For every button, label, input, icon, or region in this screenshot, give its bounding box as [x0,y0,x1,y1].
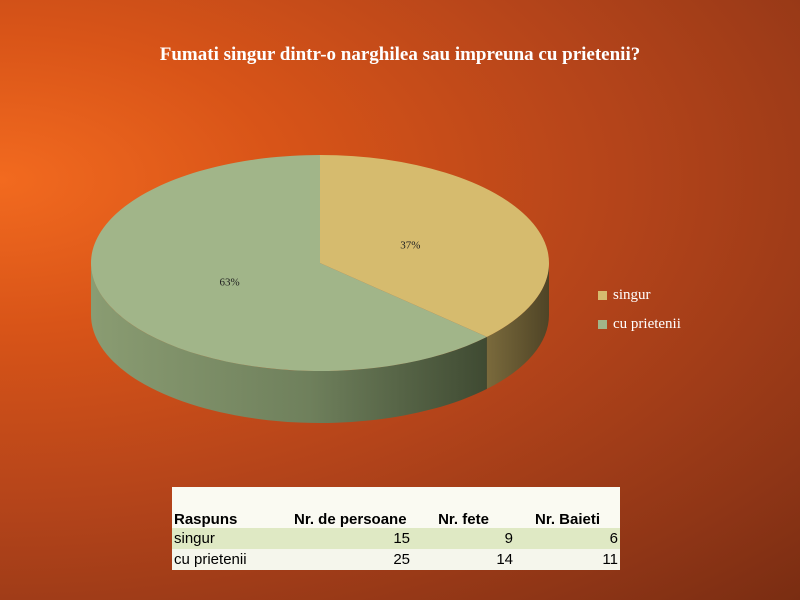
data-table: Raspuns Nr. de persoane Nr. fete Nr. Bai… [172,487,620,570]
header-nr-baieti: Nr. Baieti [515,487,620,528]
chart-title: Fumati singur dintr-o narghilea sau impr… [159,44,641,65]
legend-swatch-cu-prietenii [598,320,607,329]
pie-labels: 37% 63% [220,240,421,289]
cell-persons: 25 [292,549,412,570]
table-row: cu prietenii 25 14 11 [172,549,620,570]
legend-label-cu-prietenii: cu prietenii [613,316,681,332]
pie-slice-singur [320,155,550,337]
pie-data-label-singur: 37% [400,240,420,252]
legend-swatch-singur [598,291,607,300]
cell-label: cu prietenii [172,549,292,570]
pie-top [90,155,550,371]
cell-boys: 6 [515,528,620,549]
legend-item-cu-prietenii: cu prietenii [598,310,681,339]
cell-label: singur [172,528,292,549]
cell-boys: 11 [515,549,620,570]
pie-side-singur [486,263,549,389]
pie-data-label-cu-prietenii: 63% [220,276,240,288]
legend-label-singur: singur [613,287,651,303]
cell-girls: 9 [412,528,515,549]
table-header-row: Raspuns Nr. de persoane Nr. fete Nr. Bai… [172,487,620,528]
legend: singur cu prietenii [598,281,681,339]
pie-side-cu-prietenii [91,263,487,423]
header-raspuns: Raspuns [172,487,292,528]
pie-slice-cu-prietenii [90,155,487,371]
table-row: singur 15 9 6 [172,528,620,549]
header-nr-persoane: Nr. de persoane [292,487,412,528]
cell-persons: 15 [292,528,412,549]
legend-item-singur: singur [598,281,681,310]
pie-side [91,263,549,423]
header-nr-fete: Nr. fete [412,487,515,528]
cell-girls: 14 [412,549,515,570]
